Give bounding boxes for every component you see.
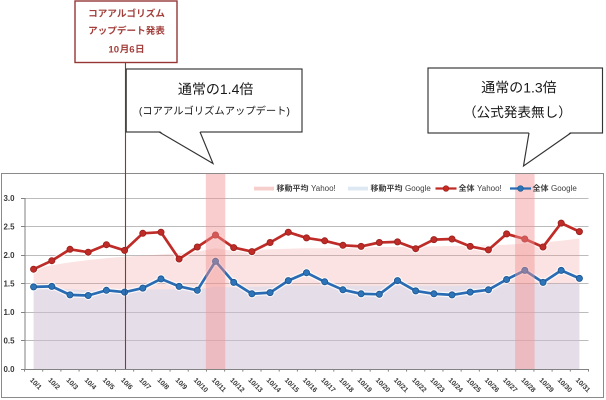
svg-text:Google: Google [405,184,431,193]
svg-text:Google: Google [551,184,577,193]
svg-text:Yahoo!: Yahoo! [311,184,336,193]
svg-text:Yahoo!: Yahoo! [477,184,502,193]
svg-text:2.0: 2.0 [4,251,16,260]
svg-text:3.0: 3.0 [4,194,16,203]
svg-text:6: 6 [129,44,134,55]
svg-text:1.4: 1.4 [220,81,240,97]
svg-text:10: 10 [108,44,119,55]
svg-text:2.5: 2.5 [4,222,16,231]
svg-text:(: ( [139,106,143,117]
svg-text:0.5: 0.5 [4,336,16,345]
svg-text:): ) [287,106,290,117]
svg-text:1.3: 1.3 [523,79,543,95]
svg-text:1.0: 1.0 [4,308,16,317]
svg-text:1.5: 1.5 [4,279,16,288]
svg-text:0.0: 0.0 [4,365,16,374]
